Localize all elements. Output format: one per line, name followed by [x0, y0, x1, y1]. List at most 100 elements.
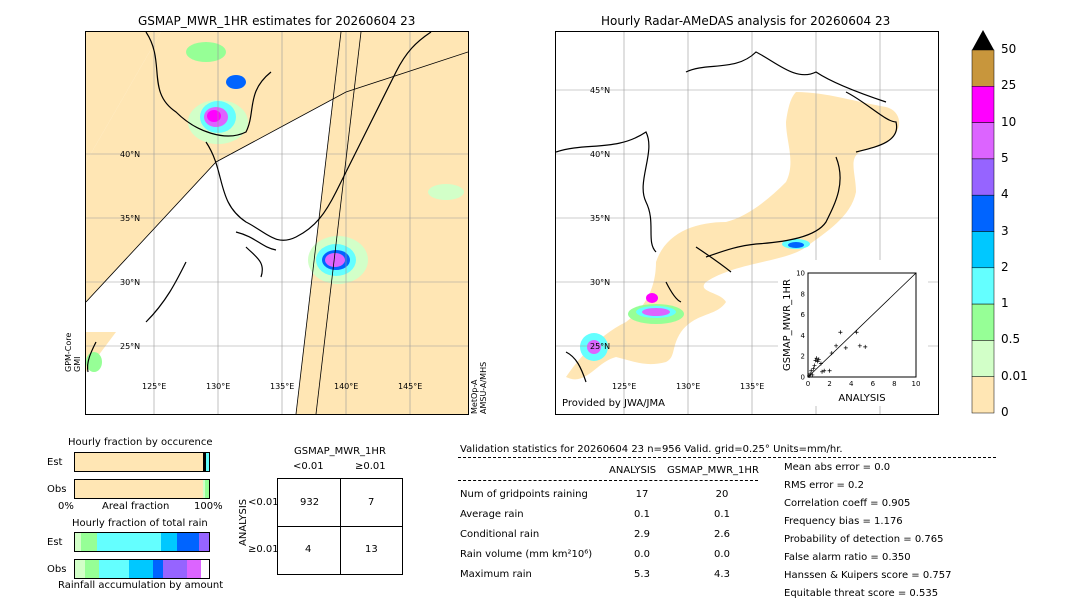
scatter-ylabel: GSMAP_MWR_1HR: [782, 279, 793, 371]
scatter-ytick: 2: [801, 353, 805, 361]
validation-row-analysis: 17: [635, 489, 649, 500]
colorbar-tick-label: 1: [1001, 296, 1009, 311]
colorbar-segment: [971, 122, 995, 160]
left-map-canvas: [86, 32, 468, 414]
validation-row-analysis: 5.3: [634, 569, 650, 580]
scatter-xlabel: ANALYSIS: [838, 393, 885, 404]
colorbar-segment: [971, 86, 995, 123]
occ-obs-bar: [74, 479, 210, 499]
scatter-diagonal: [807, 272, 917, 378]
lat-label: 45°N: [590, 86, 611, 95]
validation-row-label: Average rain: [460, 509, 524, 520]
scatter-point: [807, 373, 812, 378]
rain-obs-label: Obs: [47, 564, 67, 575]
validation-score: RMS error = 0.2: [784, 480, 864, 491]
colorbar-canvas: [971, 30, 995, 414]
colorbar-segment: [971, 340, 995, 377]
lat-label: 25°N: [120, 342, 141, 351]
scatter-ytick: 0: [801, 374, 805, 382]
validation-row-label: Num of gridpoints raining: [460, 489, 588, 500]
lat-label: 40°N: [120, 150, 141, 159]
lat-label: 35°N: [120, 214, 141, 223]
contingency-grid: 932 7 4 13: [277, 478, 403, 575]
scatter-ytick: 4: [801, 332, 806, 340]
lon-label: 125°E: [142, 382, 167, 391]
occ-x-100: 100%: [194, 501, 223, 512]
scatter-point: [827, 368, 832, 373]
validation-row-gsmap: 20: [715, 489, 729, 500]
validation-col-analysis: ANALYSIS: [609, 465, 657, 476]
colorbar-segment: [971, 49, 995, 87]
colorbar-tick-label: 0.01: [1001, 368, 1028, 383]
contingency-cell: 4: [305, 544, 312, 555]
scatter-xtick: 0: [806, 380, 810, 388]
lat-label: 40°N: [590, 150, 611, 159]
lat-label: 35°N: [590, 214, 611, 223]
occ-est-label: Est: [47, 457, 63, 468]
occ-obs-label: Obs: [47, 484, 67, 495]
contingency-col-1: ≥0.01: [355, 461, 386, 472]
rain-obs-bar: [74, 559, 210, 579]
scatter-ytick: 6: [801, 311, 806, 319]
scatter-point: [811, 366, 816, 371]
lon-label: 140°E: [334, 382, 359, 391]
scatter-point: [843, 345, 848, 350]
colorbar: [970, 30, 1030, 420]
validation-score: Frequency bias = 1.176: [784, 516, 903, 527]
colorbar-tick-label: 0: [1001, 405, 1009, 419]
scatter-point: [808, 371, 813, 376]
validation-title: Validation statistics for 20260604 23 n=…: [460, 444, 843, 455]
left-sat-label: GPM-Core GMI: [64, 332, 82, 372]
occ-x-0: 0%: [58, 501, 74, 512]
scatter-point: [863, 344, 868, 349]
scatter-point: [834, 343, 839, 348]
scatter-point: [820, 369, 825, 374]
scatter-plot: 00 2 2 4 4 6 6 8 8 10 10 ANALYSIS GSMAP_MWR_1HR: [782, 270, 920, 405]
lat-label: 30°N: [590, 278, 611, 287]
contingency-row-0: <0.01: [248, 497, 279, 508]
left-map-title: GSMAP_MWR_1HR estimates for 20260604 23: [138, 14, 416, 28]
contingency-title: GSMAP_MWR_1HR: [294, 446, 386, 457]
colorbar-tick-label: 10: [1001, 114, 1017, 129]
validation-score: Mean abs error = 0.0: [784, 462, 891, 473]
scatter-xtick: 8: [892, 380, 896, 388]
scatter-point: [810, 372, 815, 377]
scatter-point: [822, 368, 827, 373]
colorbar-tick-label: 2: [1001, 259, 1009, 274]
rain-title: Hourly fraction of total rain: [72, 518, 208, 529]
validation-row-analysis: 2.9: [634, 529, 650, 540]
scatter-xtick: 2: [827, 380, 831, 388]
validation-row-label: Rain volume (mm km²10⁶): [460, 549, 593, 560]
rain-xlabel: Rainfall accumulation by amount: [58, 580, 224, 591]
colorbar-segment: [971, 267, 995, 305]
scatter-ytick: 10: [796, 270, 805, 278]
scatter-point: [838, 330, 843, 335]
right-map: 45°N 40°N 35°N 30°N 25°N 125°E 130°E 135…: [555, 31, 939, 415]
colorbar-segment: [971, 303, 995, 341]
validation-score: False alarm ratio = 0.350: [784, 552, 911, 563]
lat-label: 30°N: [120, 278, 141, 287]
validation-row-gsmap: 4.3: [714, 569, 730, 580]
credit-text: Provided by JWA/JMA: [562, 398, 665, 409]
validation-score: Hanssen & Kuipers score = 0.757: [784, 570, 952, 581]
lon-label: 135°E: [270, 382, 295, 391]
rain-est-label: Est: [47, 537, 63, 548]
scatter-inset: 0 0 2 2 4 4 6 6 8 8 10 10 ANALYSIS GSMAP_MWR_1HR: [778, 260, 928, 406]
scatter-point: [813, 358, 818, 363]
validation-divider: [458, 457, 996, 458]
rain-est-bar: [74, 532, 210, 552]
scatter-point: [812, 363, 817, 368]
scatter-xtick: 6: [871, 380, 876, 388]
lon-label: 130°E: [206, 382, 231, 391]
validation-score: Correlation coeff = 0.905: [784, 498, 911, 509]
validation-row-gsmap: 2.6: [714, 529, 730, 540]
left-map: 125°E 130°E 135°E 140°E 145°E 40°N 35°N …: [85, 31, 469, 415]
scatter-point: [857, 343, 862, 348]
scatter-point: [854, 330, 859, 335]
right-sat-label: MetOp-A AMSU-A/MHS: [470, 361, 488, 414]
lon-label: 135°E: [740, 382, 765, 391]
validation-score: Probability of detection = 0.765: [784, 534, 944, 545]
colorbar-tick-label: 5: [1001, 150, 1009, 165]
scatter-point: [815, 359, 820, 364]
contingency-cell: 932: [300, 497, 320, 508]
